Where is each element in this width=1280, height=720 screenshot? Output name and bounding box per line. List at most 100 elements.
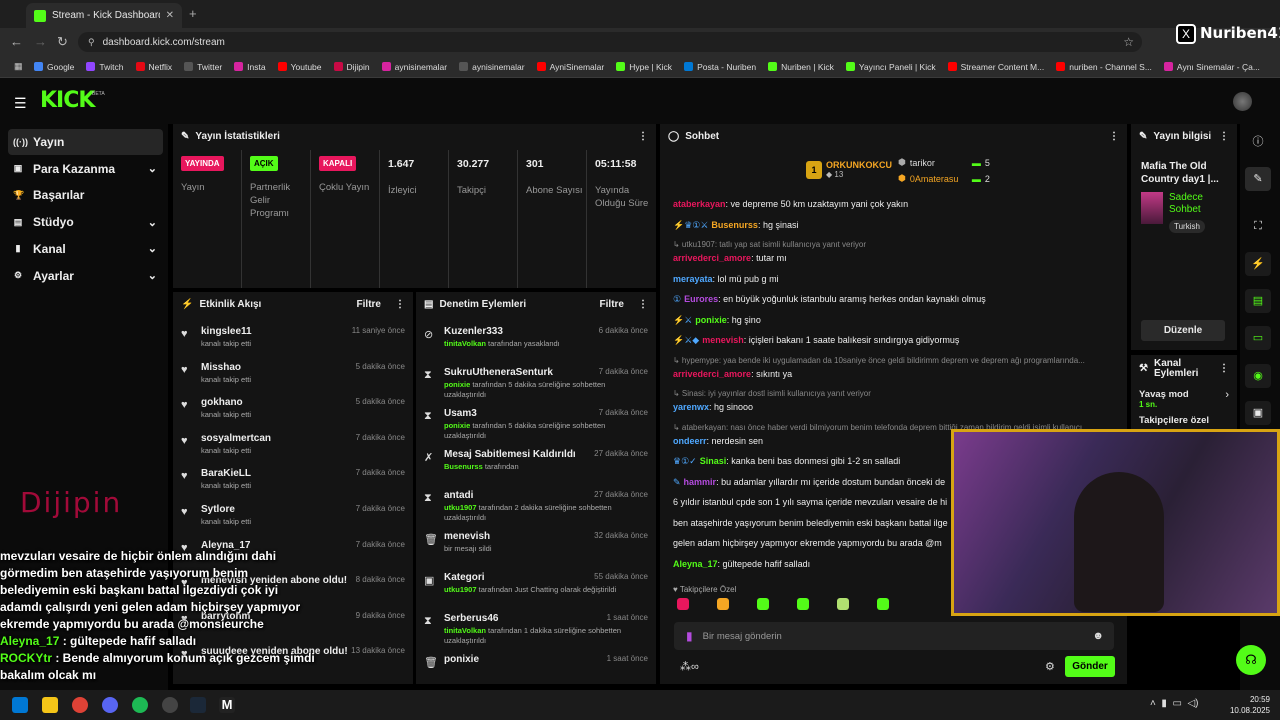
microphone-icon[interactable]: ▮ — [686, 629, 693, 643]
chrome-icon[interactable] — [72, 697, 88, 713]
bookmark-item[interactable]: Netflix — [135, 62, 172, 72]
chat-username[interactable]: Busenurss — [711, 219, 758, 230]
emote-icon[interactable] — [877, 598, 889, 610]
category-thumbnail[interactable] — [1141, 192, 1163, 224]
app-m-icon[interactable]: M — [219, 697, 235, 713]
start-icon[interactable] — [12, 697, 28, 713]
activity-item[interactable]: ♥ BaraKieLL 7 dakika önce kanalı takip etti — [173, 464, 413, 500]
activity-item[interactable]: ♥ barrytohm 9 dakika önce — [173, 607, 413, 643]
bookmark-item[interactable]: Streamer Content M... — [947, 62, 1044, 72]
moderator-name[interactable]: utku1907 — [444, 585, 477, 594]
activity-item[interactable]: ♥ Sytlore 7 dakika önce kanalı takip etti — [173, 500, 413, 536]
file-explorer-icon[interactable] — [42, 697, 58, 713]
info-icon[interactable]: ⓘ — [1252, 136, 1264, 148]
emote-icon[interactable] — [757, 598, 769, 610]
bookmark-item[interactable]: aynisinemalar — [381, 62, 447, 72]
taskbar-clock[interactable]: 20:59 10.08.2025 — [1226, 694, 1270, 716]
slow-mode-row[interactable]: Yavaş mod 1 sn. › — [1131, 383, 1237, 409]
moderation-item[interactable]: 🗑 ponixie 1 saat önce — [416, 650, 656, 684]
bookmark-item[interactable]: Aynı Sinemalar - Ça... — [1163, 62, 1260, 72]
emote-icon[interactable] — [677, 598, 689, 610]
forward-icon[interactable]: → — [34, 34, 47, 49]
more-options-icon[interactable]: ⋮ — [638, 130, 648, 142]
spotify-icon[interactable] — [132, 697, 148, 713]
bookmark-item[interactable]: AyniSinemalar — [536, 62, 604, 72]
moderation-filter-button[interactable]: Filtre — [599, 298, 624, 310]
chat-username[interactable]: yarenwx — [673, 402, 710, 412]
close-tab-icon[interactable]: ✕ — [165, 10, 174, 21]
emote-icon[interactable] — [837, 598, 849, 610]
chat-input[interactable]: ▮ Bir mesaj gönderin ☻ — [674, 622, 1114, 650]
bookmark-item[interactable]: Insta — [234, 62, 266, 72]
avatar[interactable] — [1233, 92, 1252, 111]
moderation-item[interactable]: ⧗ Serberus46 1 saat önce tinitaVolkan taraf… — [416, 609, 656, 650]
bolt-icon[interactable]: ⚡ — [1245, 252, 1271, 276]
chat-username[interactable]: arrivederci_amore — [673, 368, 752, 379]
more-options-icon[interactable]: ⋮ — [395, 298, 405, 310]
reload-icon[interactable]: ↻ — [57, 34, 68, 49]
send-button[interactable]: Gönder — [1065, 656, 1115, 677]
bookmark-item[interactable]: nuriben - Channel S... — [1056, 62, 1152, 72]
gifter-name[interactable]: ORKUNKOKCU — [826, 160, 892, 170]
chat-username[interactable]: menevish — [702, 335, 744, 345]
activity-filter-button[interactable]: Filtre — [356, 298, 381, 310]
chat-username[interactable]: ondeerr — [673, 435, 707, 446]
bookmark-item[interactable]: Google — [34, 62, 74, 72]
sidebar-item[interactable]: ▣ Para Kazanma ⌄ — [8, 156, 163, 182]
moderator-name[interactable]: utku1907 — [444, 503, 477, 512]
category-link[interactable]: Sadece Sohbet — [1169, 192, 1203, 215]
activity-item[interactable]: ♥ suuudeee yeniden abone oldu! 13 dakika ö… — [173, 642, 413, 678]
gifter-name[interactable]: 0Amaterasu — [909, 173, 959, 184]
chat-icon[interactable]: ▭ — [1245, 326, 1271, 350]
obs-icon[interactable] — [162, 697, 178, 713]
moderation-item[interactable]: ⧗ Usam3 7 dakika önce ponixie tarafından 5 … — [416, 404, 656, 445]
document-icon[interactable]: ▤ — [1245, 289, 1271, 313]
moderation-item[interactable]: ▣ Kategori 55 dakika önce utku1907 tarafınd… — [416, 568, 656, 609]
chat-username[interactable]: Eurores — [684, 294, 719, 304]
emote-icon[interactable] — [797, 598, 809, 610]
chat-tools-icon[interactable]: ⁂∞ — [680, 661, 699, 673]
kick-logo[interactable]: KICK — [40, 88, 95, 113]
activity-item[interactable]: ♥ menevish yeniden abone oldu! 8 dakika ön… — [173, 571, 413, 607]
bookmark-item[interactable]: Twitter — [184, 62, 222, 72]
moderator-name[interactable]: ponixie — [444, 380, 471, 389]
activity-item[interactable]: ♥ Aleyna_17 7 dakika önce — [173, 536, 413, 572]
activity-item[interactable]: ♥ kingslee11 11 saniye önce kanalı takip et… — [173, 322, 413, 358]
sidebar-item[interactable]: ▮ Kanal ⌄ — [8, 236, 163, 262]
chat-username[interactable]: arrivederci_amore — [673, 253, 752, 263]
hamburger-menu-icon[interactable]: ☰ — [14, 95, 27, 111]
system-tray-icons[interactable]: ˄ ▮ ▭ ◁) — [1150, 698, 1199, 709]
chat-username[interactable]: Aleyna_17 — [673, 558, 718, 569]
followers-mode-label[interactable]: Takipçilere özel — [1139, 415, 1210, 426]
chat-username[interactable]: Sinasi — [699, 456, 727, 466]
edit-stream-button[interactable]: Düzenle — [1141, 320, 1225, 341]
back-icon[interactable]: ← — [10, 34, 23, 49]
bookmark-item[interactable]: Yayıncı Paneli | Kick — [845, 62, 936, 72]
save-icon[interactable]: ▣ — [1245, 401, 1271, 425]
moderator-name[interactable]: tinitaVolkan — [444, 626, 486, 635]
bookmark-item[interactable]: aynisinemalar — [459, 62, 525, 72]
activity-item[interactable]: ♥ gokhano 5 dakika önce kanalı takip etti — [173, 393, 413, 429]
emoji-icon[interactable]: ☻ — [1092, 630, 1104, 642]
chat-settings-icon[interactable]: ⚙ — [1045, 661, 1055, 673]
moderation-item[interactable]: ⧗ antadi 27 dakika önce utku1907 tarafından… — [416, 486, 656, 527]
sidebar-item[interactable]: ((·)) Yayın — [8, 129, 163, 155]
more-options-icon[interactable]: ⋮ — [1219, 363, 1229, 374]
discord-icon[interactable] — [102, 697, 118, 713]
chat-username[interactable]: merayata — [673, 273, 713, 284]
layout-icon[interactable]: ⛶ — [1254, 220, 1262, 232]
bookmark-item[interactable]: Twitch — [86, 62, 124, 72]
moderation-item[interactable]: ⧗ SukruUtheneraSenturk 7 dakika önce ponixi… — [416, 363, 656, 404]
moderator-name[interactable]: ponixie — [444, 421, 471, 430]
sidebar-item[interactable]: ⚙ Ayarlar ⌄ — [8, 263, 163, 289]
bookmark-item[interactable]: Youtube — [277, 62, 322, 72]
chat-username[interactable]: hammir — [683, 476, 717, 487]
sidebar-item[interactable]: 🏆 Başarılar — [8, 182, 163, 208]
pencil-icon[interactable]: ✎ — [1245, 167, 1271, 191]
bookmark-item[interactable]: Dijipin — [333, 62, 370, 72]
bookmark-star-icon[interactable]: ☆ — [1123, 35, 1134, 49]
more-options-icon[interactable]: ⋮ — [1109, 130, 1119, 142]
chat-username[interactable]: ponixie — [695, 314, 727, 325]
activity-item[interactable]: ♥ Misshao 5 dakika önce kanalı takip etti — [173, 358, 413, 394]
broadcast-icon[interactable]: ◉ — [1245, 364, 1271, 388]
